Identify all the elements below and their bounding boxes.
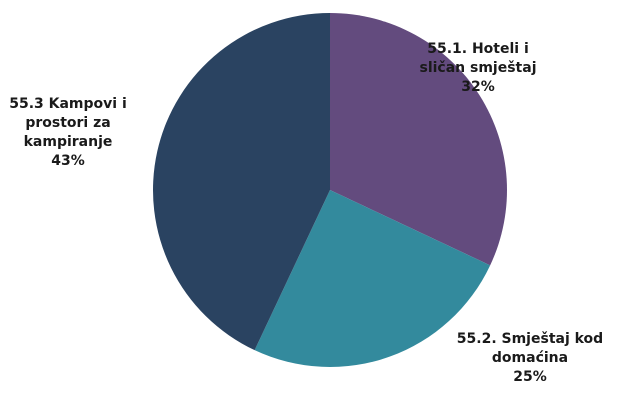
label-hoteli-line-2: sličan smještaj [419,60,537,76]
slice-label-smjestaj-kod-domacina: 55.2. Smještaj kod domaćina 25% [445,330,615,387]
label-domacina-value: 25% [513,369,547,385]
label-kampovi-line-2: prostori za [25,115,111,131]
label-hoteli-value: 32% [461,79,495,95]
label-hoteli-line-1: 55.1. Hoteli i [427,41,529,57]
label-domacina-line-2: domaćina [491,350,569,366]
slice-label-hoteli: 55.1. Hoteli i sličan smještaj 32% [393,40,563,97]
slice-smjestaj-kod-domacina [254,190,491,367]
slice-kampovi [153,12,330,351]
label-domacina-line-1: 55.2. Smještaj kod [456,331,604,347]
slice-label-kampovi: 55.3 Kampovi i prostori za kampiranje 43… [0,95,138,171]
label-kampovi-line-1: 55.3 Kampovi i [9,96,127,112]
slice-hoteli [330,13,508,266]
label-kampovi-line-3: kampiranje [23,134,113,150]
label-kampovi-value: 43% [51,153,85,169]
